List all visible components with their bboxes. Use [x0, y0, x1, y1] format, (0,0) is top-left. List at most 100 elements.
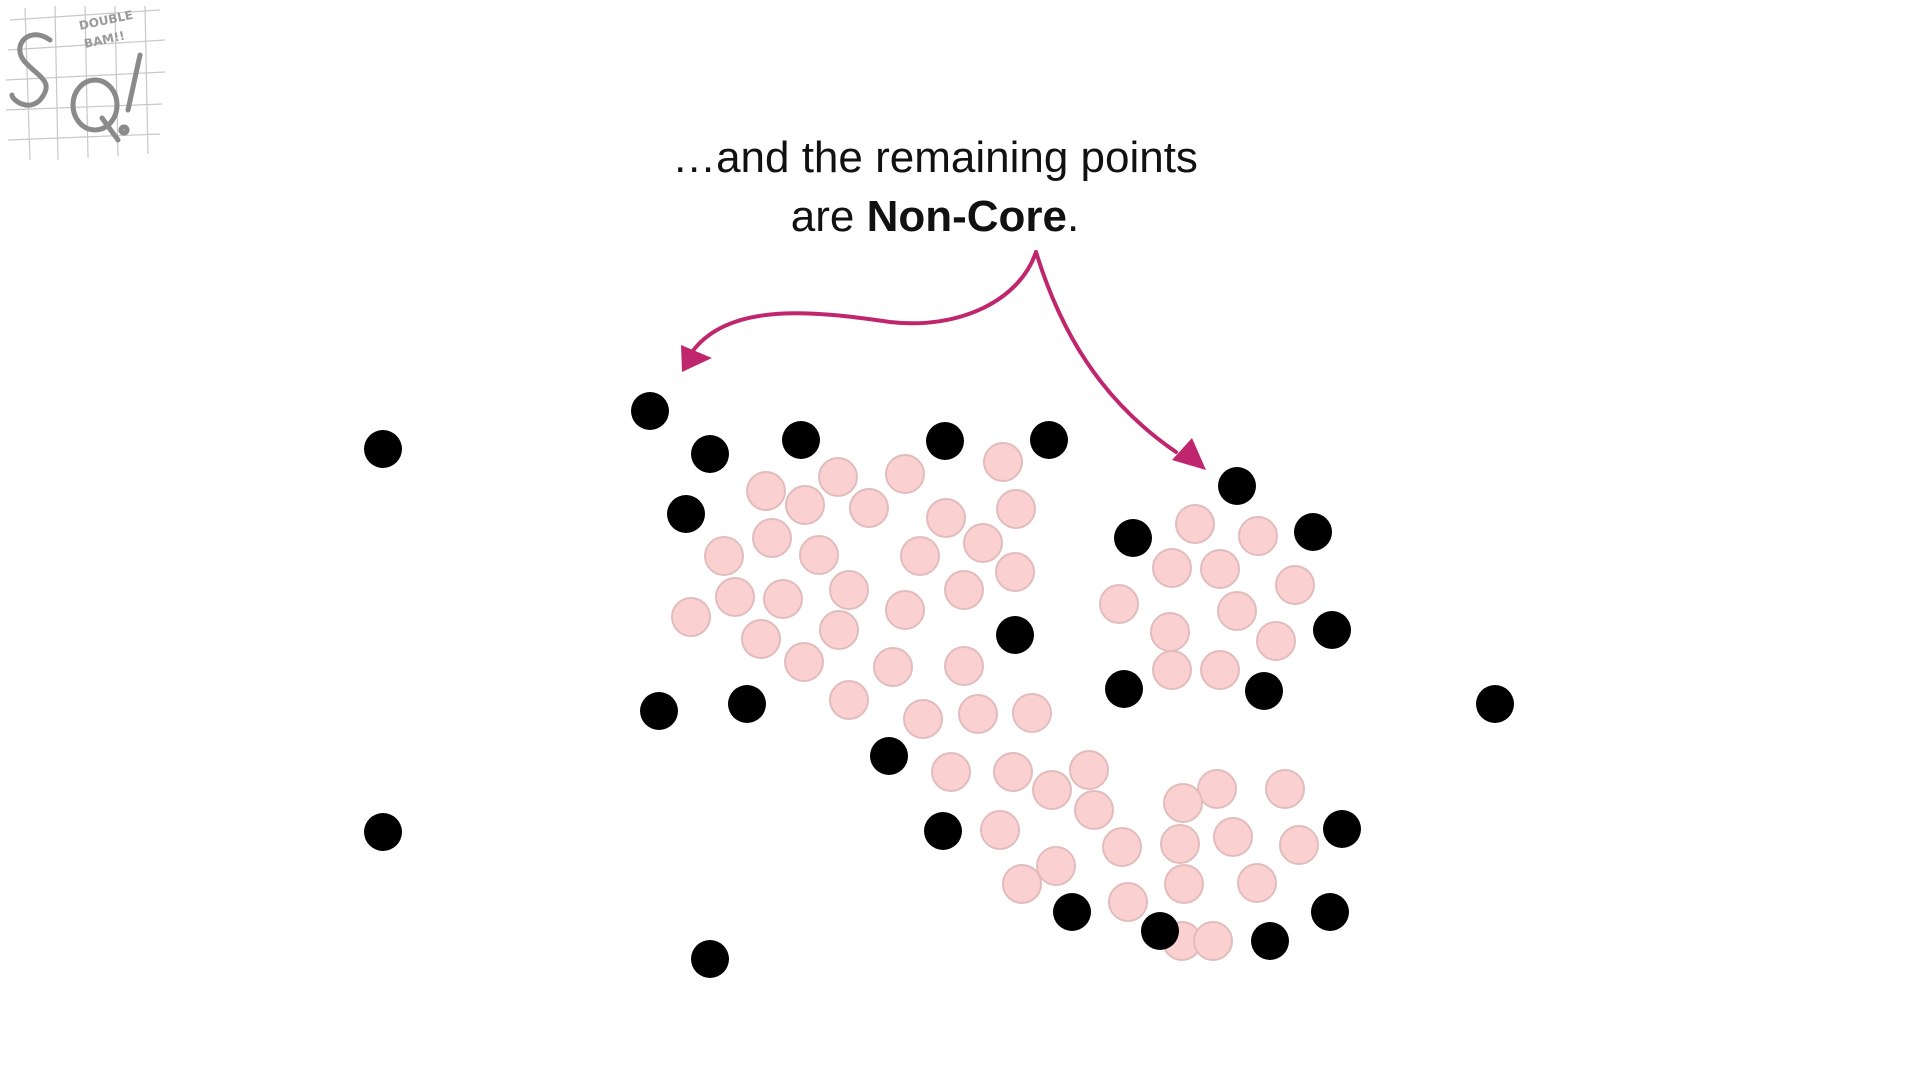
core-point: [671, 597, 711, 637]
core-point: [1012, 693, 1052, 733]
core-point: [1275, 565, 1315, 605]
non-core-point: [1294, 513, 1332, 551]
core-point: [1279, 825, 1319, 865]
arrowhead-left: [681, 345, 712, 372]
arrows: [681, 250, 1206, 470]
core-point: [885, 590, 925, 630]
core-point: [993, 752, 1033, 792]
core-point: [829, 570, 869, 610]
core-point: [903, 699, 943, 739]
core-point: [1102, 827, 1142, 867]
non-core-point: [728, 685, 766, 723]
non-core-point: [782, 421, 820, 459]
core-point: [1099, 584, 1139, 624]
non-core-point: [1141, 912, 1179, 950]
statquest-logo: DOUBLE BAM!!: [5, 5, 166, 161]
core-point: [1193, 921, 1233, 961]
non-core-point: [1053, 893, 1091, 931]
non-core-point: [1313, 611, 1351, 649]
core-point: [752, 518, 792, 558]
core-point: [926, 498, 966, 538]
core-point: [1256, 621, 1296, 661]
core-point: [931, 752, 971, 792]
non-core-point: [1105, 670, 1143, 708]
non-core-point: [1114, 519, 1152, 557]
core-point: [849, 488, 889, 528]
core-point: [741, 619, 781, 659]
core-point: [1152, 650, 1192, 690]
arrowhead-right: [1172, 438, 1206, 470]
core-point: [1238, 516, 1278, 556]
non-core-point: [1323, 810, 1361, 848]
non-core-point: [364, 430, 402, 468]
core-point: [799, 535, 839, 575]
core-point: [829, 680, 869, 720]
core-point: [1197, 769, 1237, 809]
non-core-points: [364, 392, 1514, 978]
non-core-point: [1251, 922, 1289, 960]
core-point: [819, 610, 859, 650]
arrow-left-curve: [690, 250, 1038, 354]
core-point: [715, 577, 755, 617]
arrow-right-curve: [1034, 250, 1178, 454]
core-point: [1150, 612, 1190, 652]
core-point: [1265, 769, 1305, 809]
caption-line-2: are Non-Core.: [560, 187, 1310, 246]
core-points: [671, 442, 1319, 961]
caption-prefix: are: [790, 192, 867, 241]
non-core-point: [924, 812, 962, 850]
non-core-point: [631, 392, 669, 430]
core-point: [958, 694, 998, 734]
non-core-point: [364, 813, 402, 851]
caption: …and the remaining points are Non-Core.: [560, 128, 1310, 246]
non-core-point: [1218, 467, 1256, 505]
core-point: [1069, 750, 1109, 790]
core-point: [785, 485, 825, 525]
non-core-term: Non-Core: [866, 192, 1068, 241]
core-point: [1152, 548, 1192, 588]
core-point: [1074, 790, 1114, 830]
core-point: [1200, 549, 1240, 589]
core-point: [1200, 650, 1240, 690]
core-point: [763, 579, 803, 619]
non-core-point: [640, 692, 678, 730]
non-core-point: [667, 495, 705, 533]
core-point: [1160, 824, 1200, 864]
core-point: [944, 646, 984, 686]
caption-suffix: .: [1067, 192, 1080, 241]
non-core-point: [1311, 893, 1349, 931]
non-core-point: [870, 737, 908, 775]
core-point: [1164, 864, 1204, 904]
core-point: [746, 471, 786, 511]
core-point: [995, 552, 1035, 592]
core-point: [963, 523, 1003, 563]
core-point: [1032, 770, 1072, 810]
core-point: [1237, 863, 1277, 903]
core-point: [980, 810, 1020, 850]
non-core-point: [926, 422, 964, 460]
core-point: [1175, 504, 1215, 544]
core-point: [900, 536, 940, 576]
core-point: [1002, 864, 1042, 904]
core-point: [996, 489, 1036, 529]
core-point: [784, 642, 824, 682]
core-point: [885, 454, 925, 494]
non-core-point: [691, 435, 729, 473]
core-point: [944, 570, 984, 610]
core-point: [1108, 882, 1148, 922]
non-core-point: [1476, 685, 1514, 723]
core-point: [818, 457, 858, 497]
non-core-point: [996, 616, 1034, 654]
non-core-point: [1245, 672, 1283, 710]
core-point: [1036, 846, 1076, 886]
core-point: [983, 442, 1023, 482]
core-point: [1213, 817, 1253, 857]
core-point: [1163, 783, 1203, 823]
non-core-point: [1030, 421, 1068, 459]
core-point: [1217, 591, 1257, 631]
core-point: [873, 647, 913, 687]
core-point: [704, 536, 744, 576]
non-core-point: [691, 940, 729, 978]
caption-line-1: …and the remaining points: [672, 133, 1198, 182]
